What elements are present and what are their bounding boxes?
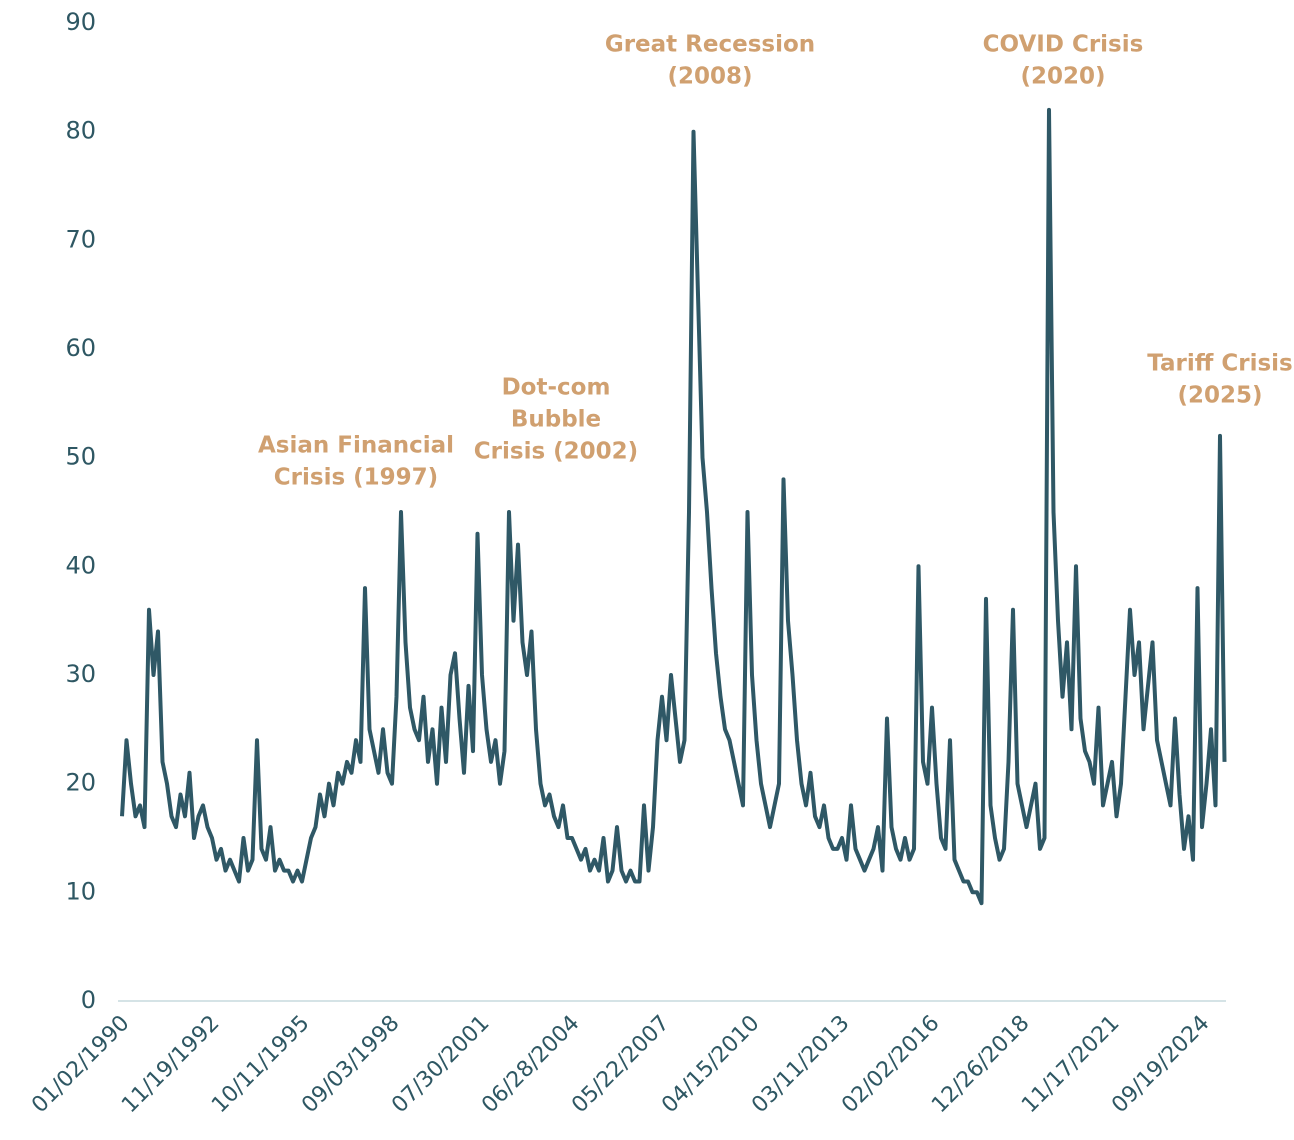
annotation: Crisis (2002) <box>474 439 638 465</box>
y-tick-label: 0 <box>81 986 96 1014</box>
annotation: (2025) <box>1177 383 1262 409</box>
y-tick-label: 10 <box>65 877 96 905</box>
annotation: (2020) <box>1020 64 1105 90</box>
annotation: Tariff Crisis <box>1147 351 1292 377</box>
y-tick-label: 70 <box>65 225 96 253</box>
x-tick-label: 09/19/2024 <box>1107 1011 1214 1118</box>
y-tick-label: 50 <box>65 443 96 471</box>
y-tick-label: 90 <box>65 8 96 36</box>
y-tick-label: 80 <box>65 117 96 145</box>
y-tick-label: 40 <box>65 551 96 579</box>
y-tick-label: 30 <box>65 660 96 688</box>
annotation: Asian Financial <box>258 433 454 459</box>
data-line <box>120 107 1227 906</box>
annotation: Bubble <box>511 407 601 433</box>
annotation: COVID Crisis <box>983 32 1144 58</box>
y-tick-label: 20 <box>65 769 96 797</box>
y-tick-label: 60 <box>65 334 96 362</box>
annotation: Dot-com <box>502 375 611 401</box>
annotation: (2008) <box>667 64 752 90</box>
annotation: Crisis (1997) <box>274 465 438 491</box>
annotation: Great Recession <box>605 32 815 58</box>
